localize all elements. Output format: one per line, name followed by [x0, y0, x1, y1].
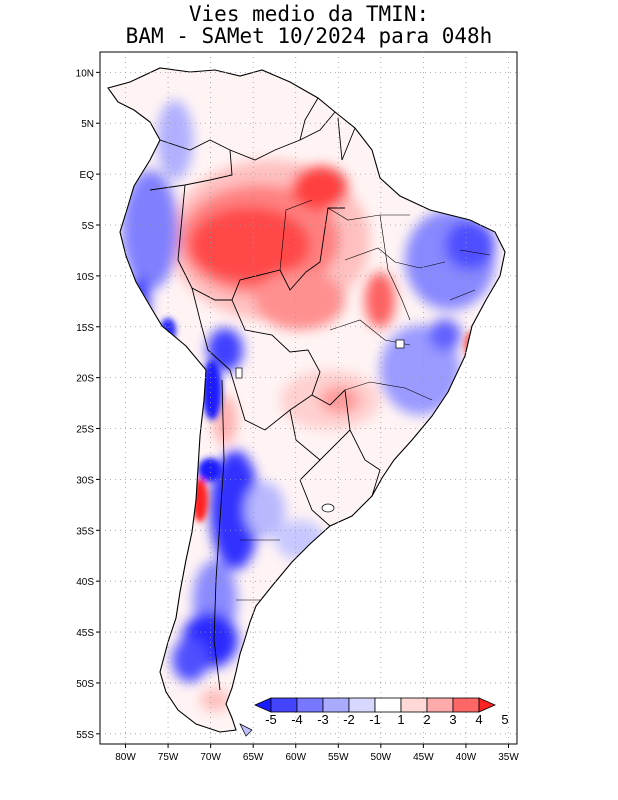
lat-tick-label: 15S	[76, 323, 94, 334]
lat-tick-label: 25S	[76, 425, 94, 436]
lat-tick-label: 5S	[82, 221, 95, 232]
colorbar-label: -2	[343, 712, 355, 727]
lat-tick-label: 55S	[76, 730, 94, 741]
coastline	[107, 67, 506, 733]
colorbar-swatch	[348, 697, 376, 713]
lon-tick-label: 45W	[413, 752, 434, 763]
longitude-ticks: 80W 75W 70W 65W 60W 55W 50W 45W 40W 35W	[115, 744, 519, 763]
country-borders	[149, 97, 381, 691]
colorbar-swatch	[374, 697, 402, 713]
colorbar-label: -3	[317, 712, 329, 727]
lon-tick-label: 65W	[243, 752, 264, 763]
lon-tick-label: 60W	[285, 752, 306, 763]
lat-tick-label: 5N	[81, 119, 94, 130]
map-title-line-1: Vies medio da TMIN:	[188, 2, 430, 26]
lon-tick-label: 70W	[200, 752, 221, 763]
colorbar: -5 -4 -3 -2 -1 1 2 3 4 5	[254, 697, 509, 727]
colorbar-right-arrow	[478, 697, 496, 713]
colorbar-label: 2	[423, 712, 430, 727]
lat-tick-label: 45S	[76, 628, 94, 639]
lake-marker	[321, 503, 335, 513]
colorbar-label: 1	[397, 712, 404, 727]
colorbar-swatch	[296, 697, 324, 713]
lat-tick-label: 20S	[76, 374, 94, 385]
colorbar-label: -5	[265, 712, 277, 727]
colorbar-swatch	[270, 697, 298, 713]
colorbar-label: -4	[291, 712, 303, 727]
colorbar-swatch	[452, 697, 480, 713]
colorbar-swatch	[400, 697, 428, 713]
lat-tick-label: 10N	[76, 68, 94, 79]
lat-tick-label: 50S	[76, 679, 94, 690]
gridlines	[100, 52, 517, 744]
latitude-ticks: 10N 5N EQ 5S 10S 15S 20S 25S 30S 35S 40S 45S 50S 55S	[76, 68, 100, 741]
map-title-line-2: BAM - SAMet 10/2024 para 048h	[125, 24, 493, 48]
lat-tick-label: 30S	[76, 475, 94, 486]
colorbar-label: 5	[501, 712, 508, 727]
colorbar-label: 3	[449, 712, 456, 727]
lon-tick-label: 75W	[158, 752, 179, 763]
lon-tick-label: 40W	[456, 752, 477, 763]
colorbar-label: -1	[369, 712, 381, 727]
colorbar-swatch	[426, 697, 454, 713]
lat-tick-label: 10S	[76, 272, 94, 283]
lake-marker	[395, 339, 405, 349]
state-borders	[236, 199, 491, 601]
tierra-del-fuego-island	[239, 723, 253, 737]
lat-tick-label: 40S	[76, 577, 94, 588]
lon-tick-label: 80W	[115, 752, 136, 763]
lake-titicaca	[235, 367, 243, 379]
colorbar-swatch	[322, 697, 350, 713]
colorbar-label: 4	[475, 712, 482, 727]
lon-tick-label: 55W	[328, 752, 349, 763]
lon-tick-label: 50W	[371, 752, 392, 763]
lon-tick-label: 35W	[498, 752, 519, 763]
lat-tick-label: EQ	[80, 170, 95, 181]
lat-tick-label: 35S	[76, 526, 94, 537]
